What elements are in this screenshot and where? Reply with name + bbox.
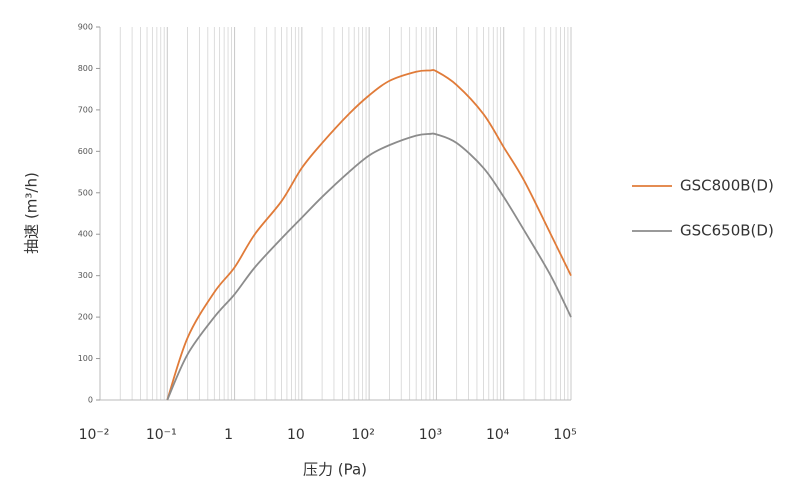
x-tick-label: 10 xyxy=(287,427,305,443)
series-line xyxy=(166,132,572,401)
y-axis-label: 抽速 (m³/h) xyxy=(23,172,41,254)
y-tick-label: 600 xyxy=(78,147,93,156)
y-tick-label: 0 xyxy=(88,396,93,405)
legend-label: GSC800B(D) xyxy=(680,177,774,195)
x-tick-label: 10⁵ xyxy=(553,427,576,443)
x-tick-label: 10⁴ xyxy=(486,427,510,443)
y-tick-label: 400 xyxy=(78,230,93,239)
x-tick-label: 10² xyxy=(351,427,374,443)
x-tick-label: 10⁻¹ xyxy=(146,427,177,443)
y-tick-label: 700 xyxy=(78,105,93,114)
y-tick-label: 900 xyxy=(78,23,93,32)
x-axis-label: 压力 (Pa) xyxy=(303,461,367,479)
y-tick-label: 500 xyxy=(78,188,93,197)
x-tick-label: 10⁻² xyxy=(79,427,110,443)
x-tick-label: 1 xyxy=(224,427,233,443)
y-tick-label: 800 xyxy=(78,64,93,73)
legend-label: GSC650B(D) xyxy=(680,222,774,240)
y-tick-label: 100 xyxy=(78,354,93,363)
series-line xyxy=(166,69,572,401)
y-tick-label: 200 xyxy=(78,313,93,322)
x-tick-label: 10³ xyxy=(419,427,442,443)
y-tick-label: 300 xyxy=(78,271,93,280)
